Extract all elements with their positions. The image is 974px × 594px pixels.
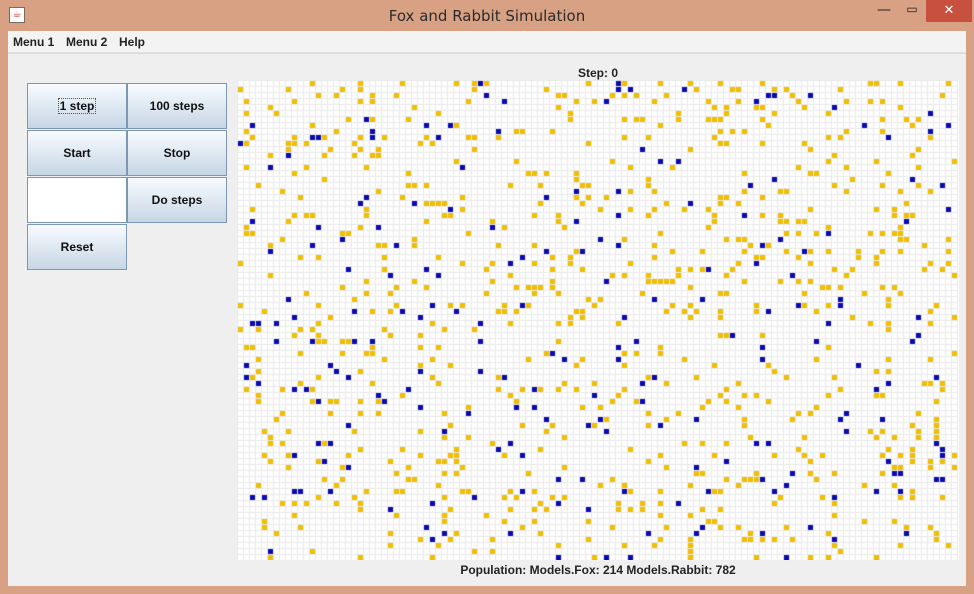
maximize-button[interactable]: ▭ (906, 2, 918, 16)
minimize-button[interactable]: — (877, 2, 891, 18)
menu-bar: Menu 1 Menu 2 Help (8, 31, 966, 53)
stop-button[interactable]: Stop (127, 130, 227, 176)
one-step-button[interactable]: 1 step (27, 83, 127, 129)
menu-separator (8, 53, 966, 54)
menu-help[interactable]: Help (119, 35, 146, 49)
menu-2[interactable]: Menu 2 (66, 35, 108, 49)
start-button[interactable]: Start (27, 130, 127, 176)
window-title: Fox and Rabbit Simulation (388, 7, 586, 25)
title-bar: ☕ Fox and Rabbit Simulation — ▭ ✕ (0, 0, 974, 30)
population-status: Population: Models.Fox: 214 Models.Rabbi… (460, 563, 736, 577)
client-area: Menu 1 Menu 2 Help 1 step 100 steps Star… (8, 31, 966, 586)
simulation-field (237, 80, 959, 560)
step-counter: Step: 0 (577, 66, 618, 80)
one-step-label: 1 step (57, 98, 97, 114)
simulation-grid-canvas (237, 80, 959, 560)
steps-input[interactable] (27, 177, 127, 223)
menu-1[interactable]: Menu 1 (13, 35, 55, 49)
reset-button[interactable]: Reset (27, 224, 127, 270)
java-cup-icon[interactable]: ☕ (9, 7, 25, 23)
do-steps-button[interactable]: Do steps (127, 177, 227, 223)
close-button[interactable]: ✕ (926, 0, 972, 22)
hundred-steps-button[interactable]: 100 steps (127, 83, 227, 129)
